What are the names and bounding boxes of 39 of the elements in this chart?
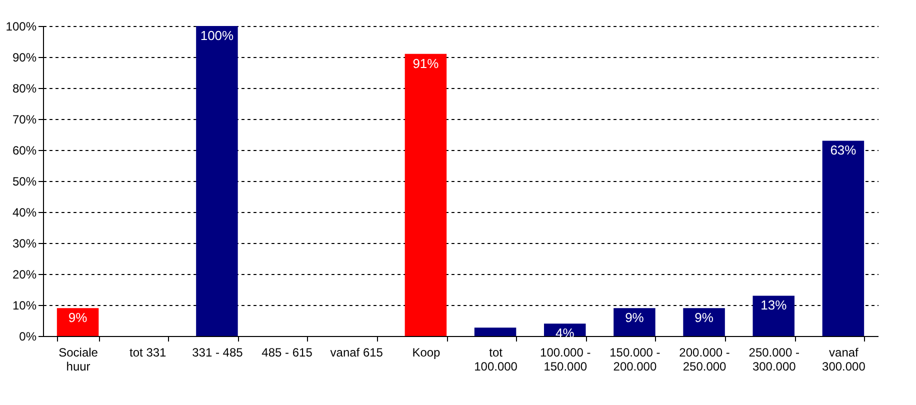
x-tick-label: 331 - 485 bbox=[192, 346, 244, 360]
data-label: 9% bbox=[68, 310, 88, 326]
y-tick-label: 20% bbox=[12, 268, 37, 282]
bar bbox=[822, 140, 864, 336]
bar bbox=[56, 308, 99, 336]
data-label: 13% bbox=[760, 298, 788, 313]
y-tick-label: 60% bbox=[12, 144, 37, 158]
y-tick-label: 40% bbox=[12, 206, 37, 220]
data-label: 91% bbox=[412, 56, 440, 71]
y-tick-label: 90% bbox=[12, 50, 37, 64]
x-tick-label: Koop bbox=[412, 346, 441, 360]
x-tick-label: vanaf 615 bbox=[330, 346, 384, 360]
bar bbox=[196, 26, 238, 336]
y-tick-label: 0% bbox=[19, 330, 37, 344]
y-tick-label: 30% bbox=[12, 236, 37, 250]
bar bbox=[474, 328, 516, 336]
data-label: 9% bbox=[694, 310, 714, 326]
y-tick-label: 80% bbox=[12, 82, 37, 96]
bar bbox=[404, 54, 447, 336]
bar bbox=[614, 308, 656, 336]
x-tick-label: 200.000 - 250.000 bbox=[679, 346, 730, 374]
data-label: 4% bbox=[555, 326, 575, 341]
x-tick-label: vanaf 300.000 bbox=[822, 346, 866, 374]
y-tick-label: 10% bbox=[12, 298, 37, 312]
data-label: 100% bbox=[200, 28, 234, 43]
bar bbox=[752, 296, 794, 336]
x-tick-label: 150.000 - 200.000 bbox=[610, 346, 660, 374]
y-tick-label: 100% bbox=[6, 20, 37, 34]
data-label: 63% bbox=[830, 142, 857, 158]
x-tick-label: Sociale huur bbox=[58, 346, 98, 374]
x-tick-label: tot 100.000 bbox=[474, 346, 518, 374]
bar bbox=[683, 308, 725, 336]
x-tick-label: 250.000 - 300.000 bbox=[748, 346, 800, 374]
y-tick-label: 70% bbox=[12, 112, 37, 126]
x-tick-label: 485 - 615 bbox=[262, 346, 313, 360]
y-tick-label: 50% bbox=[12, 174, 37, 188]
data-label: 9% bbox=[625, 310, 644, 326]
x-tick-label: tot 331 bbox=[130, 346, 167, 360]
x-tick-label: 100.000 - 150.000 bbox=[540, 346, 591, 374]
